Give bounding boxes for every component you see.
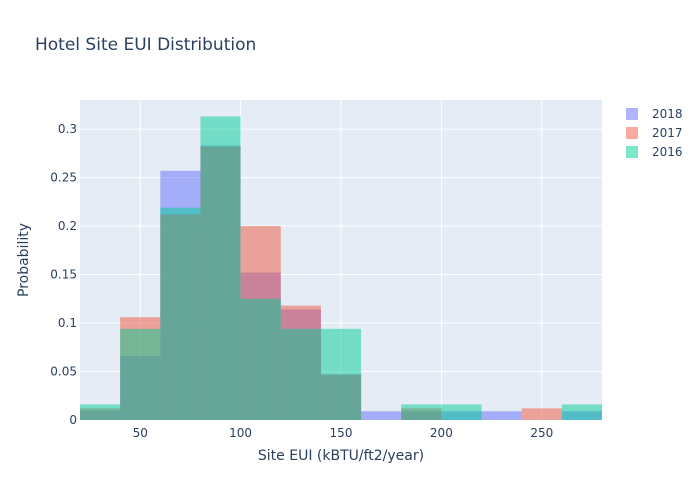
y-tick-label: 0.1 <box>58 316 77 330</box>
legend-label[interactable]: 2018 <box>652 107 683 121</box>
histogram-bar-2016[interactable] <box>200 116 241 420</box>
y-axis-title: Probability <box>16 223 32 297</box>
histogram-bar-2016[interactable] <box>441 404 482 420</box>
legend-swatch[interactable] <box>626 108 638 120</box>
histogram-bar-2016[interactable] <box>280 328 321 420</box>
histogram-bar-2016[interactable] <box>160 207 201 420</box>
x-tick-label: 200 <box>430 426 453 440</box>
bars-layer <box>80 116 602 421</box>
tick-labels: 0 0.05 0.1 0.15 0.2 0.25 0.3 50 100 150 200 250 <box>50 122 553 440</box>
histogram-bar-2016[interactable] <box>240 298 281 420</box>
y-tick-label: 0.05 <box>50 365 77 379</box>
histogram-bar-2017[interactable] <box>521 408 562 420</box>
y-tick-label: 0.25 <box>50 171 77 185</box>
y-tick-label: 0 <box>69 413 77 427</box>
x-tick-label: 100 <box>229 426 252 440</box>
y-tick-label: 0.3 <box>58 122 77 136</box>
chart-title: Hotel Site EUI Distribution <box>35 35 256 55</box>
legend[interactable]: 2018 2017 2016 <box>626 107 683 159</box>
y-tick-label: 0.15 <box>50 268 77 282</box>
histogram-bar-2016[interactable] <box>561 404 602 420</box>
x-tick-label: 250 <box>530 426 553 440</box>
histogram-bar-2018[interactable] <box>481 411 522 420</box>
legend-swatch[interactable] <box>626 127 638 139</box>
x-tick-label: 150 <box>330 426 353 440</box>
x-tick-label: 50 <box>133 426 148 440</box>
histogram-bar-2016[interactable] <box>320 328 362 420</box>
y-tick-label: 0.2 <box>58 219 77 233</box>
histogram-bar-2016[interactable] <box>80 404 121 420</box>
legend-label[interactable]: 2016 <box>652 145 683 159</box>
histogram-bar-2016[interactable] <box>401 404 442 420</box>
histogram-bar-2016[interactable] <box>120 328 161 420</box>
histogram-bar-2018[interactable] <box>361 411 402 420</box>
legend-swatch[interactable] <box>626 146 638 158</box>
legend-label[interactable]: 2017 <box>652 126 683 140</box>
x-axis-title: Site EUI (kBTU/ft2/year) <box>258 448 424 464</box>
